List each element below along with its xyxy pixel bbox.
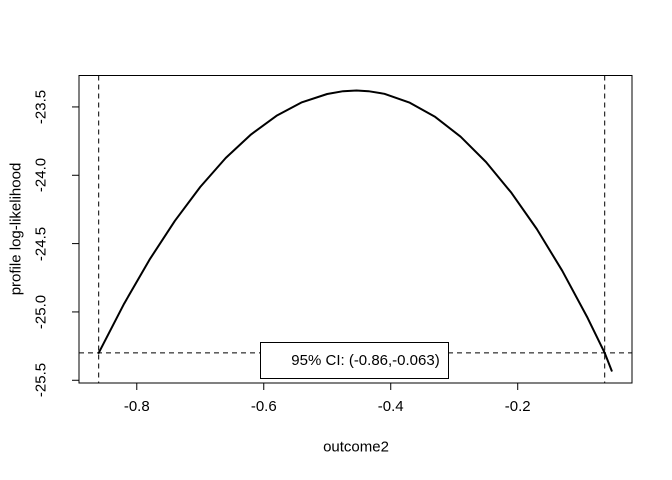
- y-tick-label: -23.5: [32, 89, 50, 125]
- x-tick-label: -0.6: [250, 398, 277, 415]
- y-tick-label: -25.5: [32, 363, 50, 398]
- ci-annotation-label: 95% CI: (-0.86,-0.063): [291, 352, 440, 369]
- y-tick-label: -24.5: [32, 226, 50, 261]
- x-axis-title: outcome2: [323, 438, 389, 456]
- profile-likelihood-curve: [97, 89, 613, 372]
- x-tick-label: -0.8: [123, 398, 150, 415]
- ci-annotation-box: 95% CI: (-0.86,-0.063): [260, 342, 449, 379]
- x-tick-label: -0.4: [377, 398, 404, 415]
- y-tick-label: -24.0: [32, 158, 50, 193]
- y-axis-title: profile log-likelihood: [7, 162, 25, 296]
- plot-border: [78, 75, 633, 384]
- x-tick-label: -0.2: [504, 398, 531, 415]
- y-tick-label: -25.0: [32, 294, 50, 330]
